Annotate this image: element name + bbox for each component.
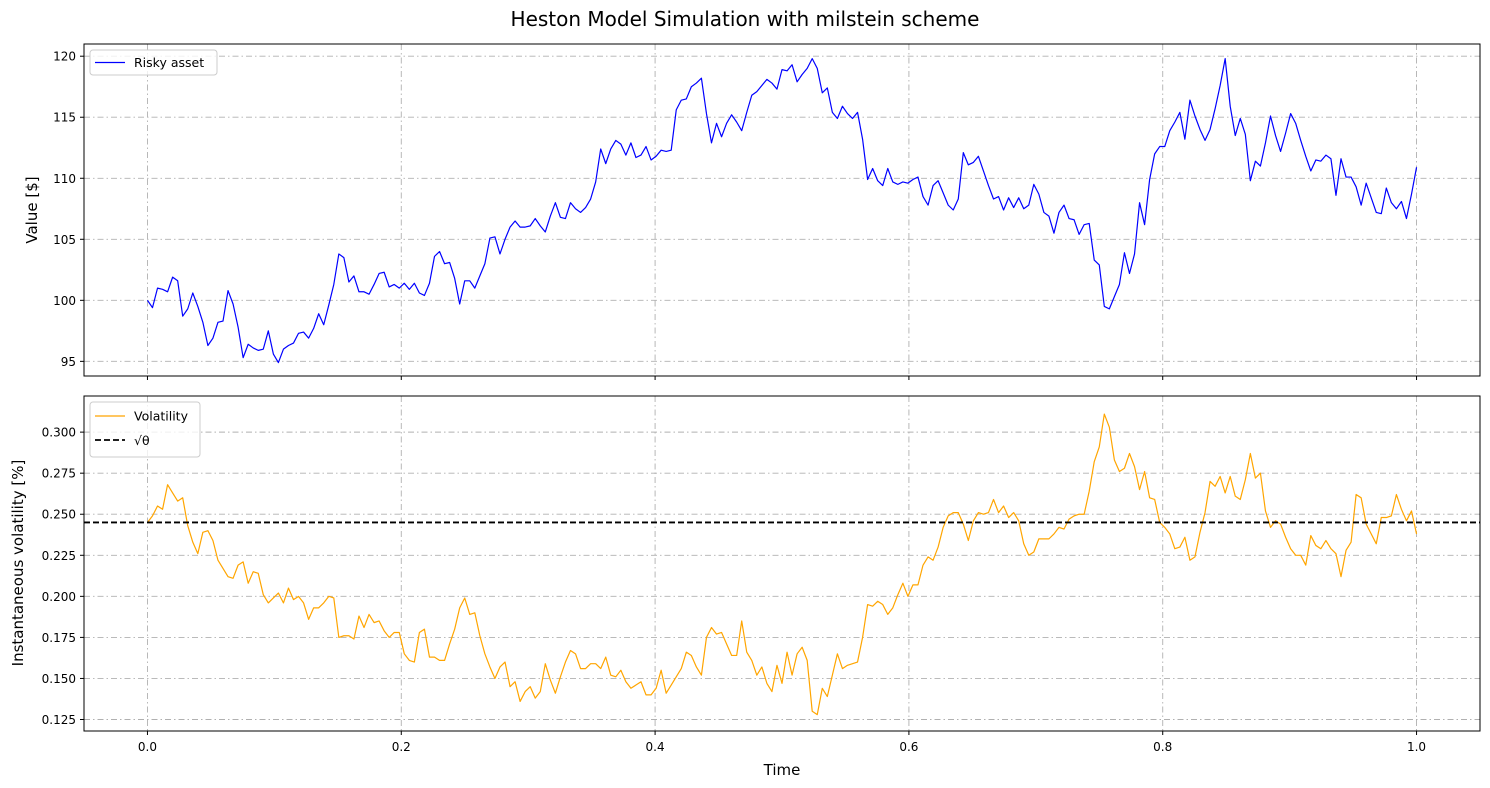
top-series-line-0: [146, 58, 1418, 364]
bottom-xtick-label: 0.4: [646, 740, 665, 754]
bottom-xtick-label: 0.6: [899, 740, 918, 754]
bottom-ytick-label: 0.300: [42, 426, 76, 440]
bottom-ytick-label: 0.125: [42, 713, 76, 727]
bottom-series-layer: [84, 413, 1480, 716]
bottom-ytick-label: 0.200: [42, 590, 76, 604]
bottom-xtick-label: 0.0: [138, 740, 157, 754]
top-ytick-label: 120: [53, 50, 76, 64]
bottom-xtick-label: 0.8: [1153, 740, 1172, 754]
top-series-layer: [146, 58, 1418, 364]
bottom-legend: Volatility √θ: [89, 401, 201, 458]
top-y-axis-label: Value [$]: [23, 176, 41, 243]
figure-title: Heston Model Simulation with milstein sc…: [511, 7, 980, 31]
bottom-x-ticks: 0.0 0.2 0.4 0.6 0.8 1.0: [138, 731, 1426, 754]
top-ytick-label: 95: [61, 355, 76, 369]
top-ytick-label: 115: [53, 111, 76, 125]
top-ytick-label: 100: [53, 294, 76, 308]
bottom-panel-volatility: 0.125 0.150 0.175 0.200 0.225 0.250 0.275 0.300…: [9, 395, 1481, 779]
bottom-gridlines: [84, 396, 1480, 731]
legend-label-volatility: Volatility: [134, 409, 189, 424]
bottom-y-axis-label: Instantaneous volatility [%]: [9, 460, 27, 667]
bottom-y-ticks: 0.125 0.150 0.175 0.200 0.225 0.250 0.275 0.300: [42, 426, 84, 727]
bottom-ytick-label: 0.175: [42, 631, 76, 645]
bottom-series-line-0: [146, 413, 1418, 716]
top-y-ticks: 95 100 105 110 115 120: [53, 50, 84, 369]
top-x-ticks: [146, 376, 1418, 380]
bottom-ytick-label: 0.275: [42, 467, 76, 481]
legend-label-risky-asset: Risky asset: [134, 55, 204, 70]
top-legend: Risky asset: [89, 49, 218, 76]
top-ytick-label: 110: [53, 172, 76, 186]
bottom-xtick-label: 0.2: [392, 740, 411, 754]
top-axes-frame: [83, 43, 1481, 377]
x-axis-label: Time: [763, 761, 801, 779]
top-panel-asset: 95 100 105 110 115 120 Value [$] Risky asset: [23, 43, 1481, 380]
top-legend-box: [89, 49, 218, 76]
bottom-ytick-label: 0.225: [42, 549, 76, 563]
top-ytick-label: 105: [53, 233, 76, 247]
bottom-xtick-label: 1.0: [1407, 740, 1426, 754]
bottom-ytick-label: 0.250: [42, 508, 76, 522]
top-gridlines: [84, 44, 1480, 376]
legend-label-sqrt-theta: √θ: [134, 433, 150, 448]
bottom-ytick-label: 0.150: [42, 672, 76, 686]
bottom-axes-frame: [83, 395, 1481, 732]
